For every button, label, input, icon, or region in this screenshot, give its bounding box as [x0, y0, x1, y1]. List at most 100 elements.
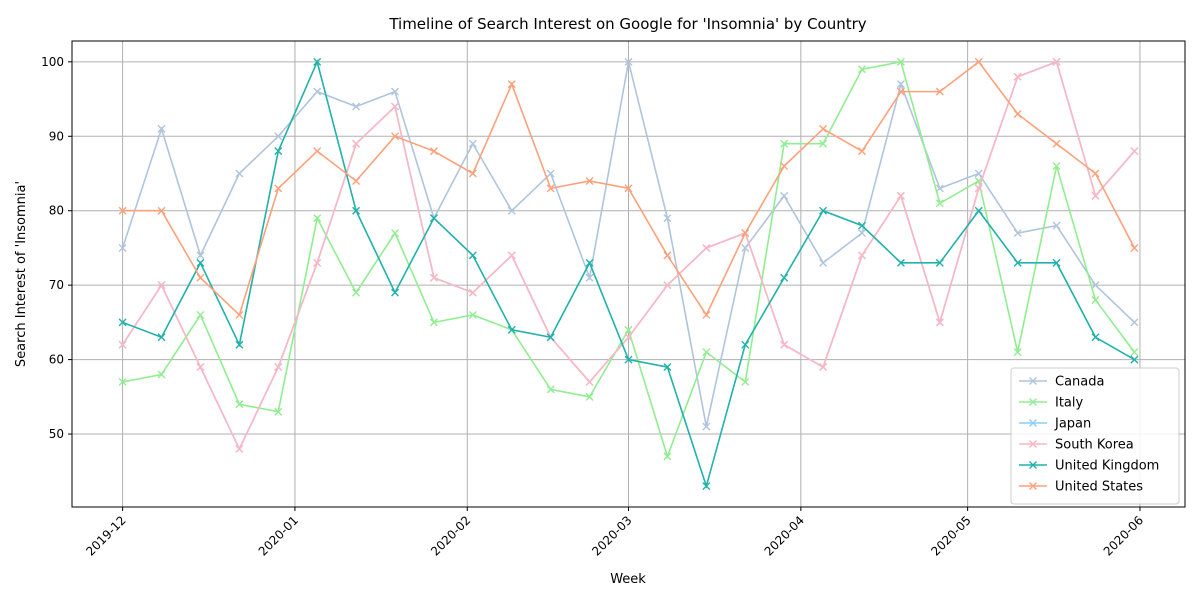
data-point [624, 325, 633, 334]
data-point [896, 57, 905, 66]
legend-label: South Korea [1055, 438, 1134, 453]
data-point [468, 251, 477, 260]
data-point [274, 132, 283, 141]
legend-item: United Kingdom [1019, 459, 1159, 474]
data-point [858, 65, 866, 74]
data-point [118, 243, 127, 252]
data-point [1091, 281, 1100, 290]
series-south-korea [118, 57, 1139, 453]
data-point [1091, 333, 1100, 342]
data-point [546, 385, 555, 394]
data-point [118, 318, 127, 327]
data-point [663, 452, 672, 461]
data-point [313, 57, 322, 66]
data-point [896, 87, 905, 96]
series-layer [118, 57, 1139, 491]
data-point [429, 147, 438, 156]
data-point [1130, 355, 1139, 364]
data-point [157, 206, 166, 215]
data-point [663, 251, 672, 260]
data-point [546, 169, 555, 178]
y-tick-label: 60 [49, 353, 64, 367]
legend-label: United States [1055, 480, 1143, 495]
data-point [702, 348, 711, 357]
data-point [819, 363, 828, 372]
y-axis-label: Search Interest of 'Insomnia' [14, 181, 29, 367]
data-point [935, 87, 944, 96]
data-point [274, 184, 283, 193]
data-point [741, 243, 750, 252]
data-point [235, 340, 244, 349]
data-point [974, 57, 983, 66]
data-point [352, 206, 361, 215]
data-point [819, 206, 828, 215]
legend-label: Japan [1054, 417, 1091, 432]
x-axis-label: Week [610, 572, 646, 587]
data-point [663, 281, 672, 290]
data-point [585, 273, 594, 282]
data-point [352, 102, 361, 111]
data-point [196, 258, 205, 267]
data-point [118, 377, 127, 386]
legend-item: Canada [1019, 375, 1104, 390]
data-point [1052, 258, 1061, 267]
data-point [274, 147, 283, 156]
legend-swatch-marker [1029, 461, 1037, 469]
data-point [780, 139, 789, 148]
data-point [858, 147, 866, 156]
data-point [546, 333, 555, 342]
data-point [780, 162, 789, 171]
data-point [974, 184, 983, 193]
data-point [391, 288, 399, 297]
data-point [858, 221, 866, 230]
y-tick-label: 100 [41, 55, 64, 69]
data-point [702, 482, 711, 491]
data-point [196, 363, 205, 372]
data-point [507, 251, 516, 260]
data-point [468, 139, 477, 148]
data-point [663, 214, 672, 223]
data-point [118, 340, 127, 349]
data-point [1052, 221, 1061, 230]
data-point [157, 124, 166, 133]
data-point [819, 258, 828, 267]
data-point [896, 80, 905, 89]
series-italy [118, 57, 1139, 461]
data-point [391, 87, 399, 96]
data-point [391, 102, 399, 111]
data-point [1013, 229, 1022, 238]
legend-label: United Kingdom [1055, 459, 1159, 474]
data-point [507, 80, 516, 89]
data-point [585, 392, 594, 401]
data-point [1130, 243, 1139, 252]
data-point [313, 87, 322, 96]
data-point [974, 169, 983, 178]
data-point [1052, 57, 1061, 66]
data-point [741, 377, 750, 386]
data-point [935, 318, 944, 327]
data-point [741, 229, 750, 238]
data-point [702, 422, 711, 431]
data-point [391, 229, 399, 238]
data-point [391, 132, 399, 141]
data-point [1013, 258, 1022, 267]
data-point [157, 370, 166, 379]
data-point [546, 184, 555, 193]
data-point [1013, 72, 1022, 81]
data-point [819, 139, 828, 148]
data-point [585, 258, 594, 267]
data-point [896, 191, 905, 200]
chart-title: Timeline of Search Interest on Google fo… [388, 15, 866, 33]
data-point [429, 214, 438, 223]
data-point [741, 340, 750, 349]
legend-label: Italy [1055, 396, 1084, 411]
data-point [1091, 169, 1100, 178]
legend: Canada Italy Japan South Korea United Kingdo… [1010, 367, 1180, 505]
data-point [235, 400, 244, 409]
data-point [196, 251, 205, 260]
data-point [702, 243, 711, 252]
data-point [157, 281, 166, 290]
data-point [196, 273, 205, 282]
data-point [313, 214, 322, 223]
data-point [313, 258, 322, 267]
